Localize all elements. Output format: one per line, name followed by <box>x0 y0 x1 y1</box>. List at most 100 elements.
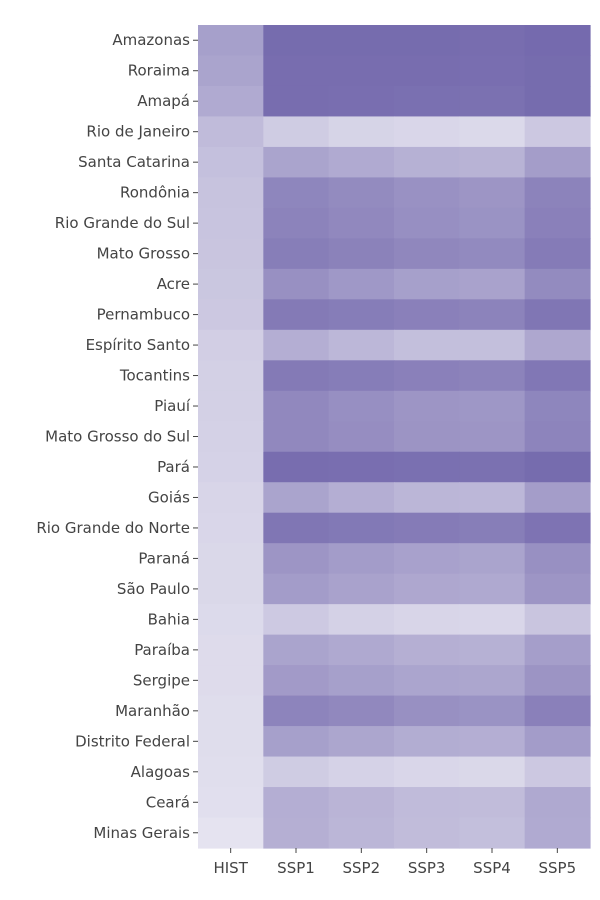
heatmap-cell-mato-grosso-do-sul-ssp1 <box>263 421 330 453</box>
heatmap-cell-alagoas-hist <box>198 756 264 788</box>
heatmap-cell-tocantins-ssp1 <box>263 360 330 392</box>
x-tick-label: SSP2 <box>343 859 381 877</box>
heatmap-cell-para-ssp4 <box>459 451 526 483</box>
y-tick-label: Roraima <box>128 62 190 80</box>
heatmap-cell-sao-paulo-ssp5 <box>524 573 591 605</box>
heatmap-cell-acre-ssp2 <box>328 268 395 300</box>
heatmap-cell-rondonia-ssp2 <box>328 177 395 209</box>
heatmap-cell-rondonia-ssp5 <box>524 177 591 209</box>
y-tick-label: Piauí <box>154 397 191 415</box>
x-tick-label: SSP4 <box>473 859 511 877</box>
heatmap-cell-ceara-ssp2 <box>328 787 395 819</box>
heatmap-cell-rio-de-janeiro-hist <box>198 116 264 148</box>
heatmap-cell-sao-paulo-hist <box>198 573 264 605</box>
heatmap-cell-paraiba-ssp4 <box>459 634 526 666</box>
heatmap-cell-tocantins-ssp2 <box>328 360 395 392</box>
heatmap-cell-tocantins-ssp3 <box>394 360 460 392</box>
heatmap-cell-para-ssp2 <box>328 451 395 483</box>
heatmap-cell-tocantins-ssp5 <box>524 360 591 392</box>
heatmap-cell-rio-grande-do-norte-ssp5 <box>524 512 591 544</box>
heatmap-cell-ceara-ssp3 <box>394 787 460 819</box>
heatmap-cell-maranhao-ssp2 <box>328 695 395 727</box>
heatmap-cell-parana-ssp5 <box>524 543 591 575</box>
heatmap-cell-mato-grosso-do-sul-ssp2 <box>328 421 395 453</box>
y-tick-label: Minas Gerais <box>93 824 190 842</box>
y-tick-label: Maranhão <box>115 702 190 720</box>
heatmap-cell-espirito-santo-hist <box>198 329 264 361</box>
heatmap-cell-minas-gerais-ssp1 <box>263 817 330 849</box>
heatmap-cell-rondonia-ssp4 <box>459 177 526 209</box>
heatmap-cell-parana-ssp2 <box>328 543 395 575</box>
heatmap-cell-bahia-hist <box>198 604 264 636</box>
heatmap-cell-rio-grande-do-norte-ssp1 <box>263 512 330 544</box>
heatmap-cell-tocantins-ssp4 <box>459 360 526 392</box>
heatmap-cells <box>198 25 591 849</box>
heatmap-cell-rio-grande-do-sul-ssp4 <box>459 207 526 239</box>
heatmap-cell-mato-grosso-ssp3 <box>394 238 460 270</box>
heatmap-cell-amazonas-ssp4 <box>459 25 526 57</box>
heatmap-cell-amazonas-ssp5 <box>524 25 591 57</box>
heatmap-cell-amazonas-ssp1 <box>263 25 330 57</box>
y-tick-label: Bahia <box>148 610 190 628</box>
heatmap-cell-distrito-federal-ssp2 <box>328 726 395 758</box>
heatmap-cell-rio-grande-do-norte-ssp2 <box>328 512 395 544</box>
heatmap-cell-rio-grande-do-sul-ssp1 <box>263 207 330 239</box>
heatmap-cell-santa-catarina-ssp5 <box>524 146 591 179</box>
x-tick-label: SSP3 <box>408 859 446 877</box>
y-tick-label: Rio Grande do Norte <box>36 519 190 537</box>
heatmap-cell-para-ssp1 <box>263 451 330 483</box>
heatmap-cell-para-ssp3 <box>394 451 460 483</box>
heatmap-cell-acre-ssp3 <box>394 268 460 300</box>
y-tick-label: Goiás <box>148 488 190 506</box>
heatmap-cell-amapa-ssp5 <box>524 85 591 118</box>
heatmap-cell-paraiba-hist <box>198 634 264 666</box>
heatmap-cell-rio-grande-do-norte-ssp3 <box>394 512 460 544</box>
x-axis: HIST SSP1 SSP2 SSP3 SSP4 SSP5 <box>213 848 576 877</box>
y-tick-label: Paraná <box>138 549 190 567</box>
heatmap-cell-mato-grosso-do-sul-hist <box>198 421 264 453</box>
y-tick-label: Espírito Santo <box>86 336 190 354</box>
heatmap-cell-espirito-santo-ssp5 <box>524 329 591 361</box>
heatmap-cell-goias-ssp4 <box>459 482 526 514</box>
heatmap-cell-para-ssp5 <box>524 451 591 483</box>
y-tick-label: Santa Catarina <box>78 153 190 171</box>
heatmap-cell-rio-de-janeiro-ssp4 <box>459 116 526 148</box>
heatmap-cell-minas-gerais-ssp4 <box>459 817 526 849</box>
heatmap-cell-pernambuco-ssp1 <box>263 299 330 331</box>
heatmap-cell-roraima-ssp5 <box>524 55 591 87</box>
heatmap-cell-bahia-ssp3 <box>394 604 460 636</box>
y-tick-label: São Paulo <box>117 580 190 598</box>
y-tick-label: Amazonas <box>112 31 190 49</box>
y-tick-label: Mato Grosso do Sul <box>45 428 190 446</box>
heatmap-cell-goias-ssp3 <box>394 482 460 514</box>
heatmap-cell-pernambuco-ssp5 <box>524 299 591 331</box>
heatmap-cell-sergipe-ssp2 <box>328 665 395 697</box>
heatmap-cell-sergipe-ssp5 <box>524 665 591 697</box>
heatmap-cell-mato-grosso-ssp4 <box>459 238 526 270</box>
heatmap-cell-rondonia-ssp1 <box>263 177 330 209</box>
heatmap-cell-rio-grande-do-sul-ssp3 <box>394 207 460 239</box>
x-tick-label: HIST <box>213 859 248 877</box>
heatmap-cell-mato-grosso-ssp1 <box>263 238 330 270</box>
y-tick-label: Alagoas <box>131 763 191 781</box>
heatmap-cell-minas-gerais-ssp2 <box>328 817 395 849</box>
y-axis: Amazonas Roraima Amapá Rio de Janeiro Santa … <box>36 31 198 842</box>
heatmap-cell-bahia-ssp1 <box>263 604 330 636</box>
heatmap-cell-piaui-ssp2 <box>328 390 395 422</box>
heatmap-cell-mato-grosso-hist <box>198 238 264 270</box>
heatmap-cell-acre-ssp5 <box>524 268 591 300</box>
heatmap-cell-paraiba-ssp2 <box>328 634 395 666</box>
heatmap-cell-santa-catarina-ssp3 <box>394 146 460 179</box>
heatmap-cell-paraiba-ssp1 <box>263 634 330 666</box>
heatmap-cell-rio-de-janeiro-ssp2 <box>328 116 395 148</box>
y-tick-label: Acre <box>157 275 190 293</box>
heatmap-cell-alagoas-ssp1 <box>263 756 330 788</box>
heatmap-cell-amazonas-ssp3 <box>394 25 460 57</box>
heatmap-cell-piaui-ssp4 <box>459 390 526 422</box>
heatmap-cell-mato-grosso-ssp2 <box>328 238 395 270</box>
x-tick-label: SSP5 <box>539 859 577 877</box>
heatmap-cell-santa-catarina-ssp4 <box>459 146 526 179</box>
heatmap-cell-goias-hist <box>198 482 264 514</box>
heatmap-cell-maranhao-ssp3 <box>394 695 460 727</box>
heatmap-cell-bahia-ssp5 <box>524 604 591 636</box>
